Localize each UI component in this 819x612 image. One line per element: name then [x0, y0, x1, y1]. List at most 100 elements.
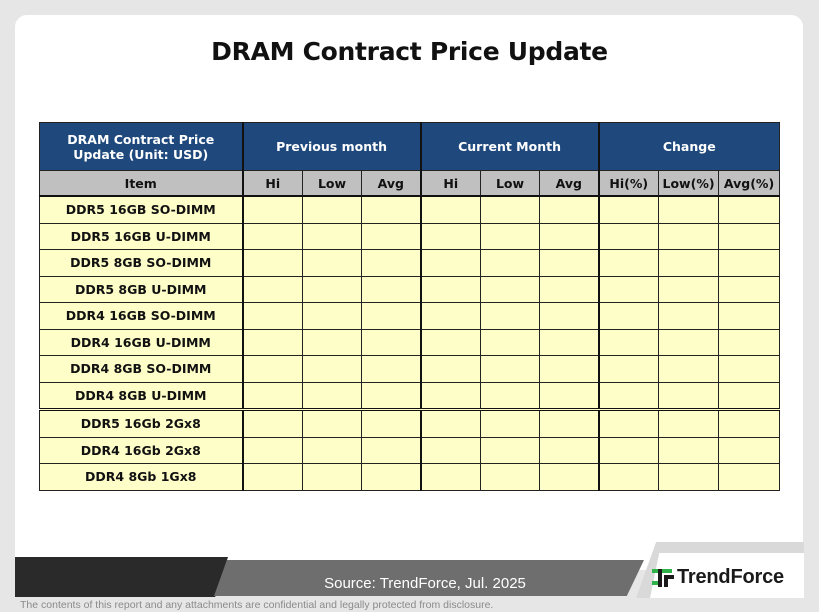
- price-cell: [242, 195, 303, 224]
- price-cell: [718, 328, 781, 356]
- price-cell: [420, 463, 482, 491]
- price-cell: [718, 408, 781, 438]
- price-cell: [242, 328, 303, 356]
- price-cell: [420, 381, 482, 410]
- sub-header: Low(%): [658, 170, 720, 197]
- footer-bar: [214, 560, 644, 596]
- price-cell: [539, 195, 600, 224]
- price-cell: [242, 222, 303, 250]
- row-label: DDR5 16GB SO-DIMM: [39, 195, 244, 224]
- price-cell: [658, 249, 720, 277]
- price-cell: [539, 381, 600, 410]
- price-cell: [539, 463, 600, 491]
- price-cell: [598, 195, 660, 224]
- table-row: DDR4 16Gb 2Gx8: [39, 436, 781, 464]
- price-cell: [242, 436, 303, 464]
- price-cell: [539, 436, 600, 464]
- price-cell: [480, 275, 541, 303]
- row-label: DDR4 8GB SO-DIMM: [39, 355, 244, 383]
- price-cell: [420, 436, 482, 464]
- table-row: DDR4 8GB SO-DIMM: [39, 355, 781, 383]
- group-header-current: Current Month: [420, 122, 600, 171]
- source-note: Source: TrendForce, Jul. 2025: [324, 575, 526, 592]
- trendforce-logo-icon: [652, 568, 674, 587]
- sub-header: Hi(%): [598, 170, 660, 197]
- table-row: DDR5 8GB U-DIMM: [39, 275, 781, 303]
- price-cell: [480, 302, 541, 330]
- sub-header: Avg(%): [718, 170, 781, 197]
- price-cell: [302, 328, 362, 356]
- price-cell: [480, 249, 541, 277]
- price-cell: [480, 408, 541, 438]
- price-cell: [360, 328, 422, 356]
- price-cell: [360, 302, 422, 330]
- brand-logo: TrendForce: [652, 566, 784, 589]
- table-row: DDR5 16GB U-DIMM: [39, 222, 781, 250]
- price-cell: [302, 381, 362, 410]
- page-title: DRAM Contract Price Update: [211, 37, 608, 66]
- price-cell: [598, 222, 660, 250]
- price-cell: [598, 355, 660, 383]
- price-cell: [420, 195, 482, 224]
- table-row: DDR4 16GB U-DIMM: [39, 328, 781, 356]
- price-cell: [598, 302, 660, 330]
- price-cell: [360, 381, 422, 410]
- price-cell: [658, 195, 720, 224]
- price-cell: [302, 222, 362, 250]
- table-row: DDR5 16GB SO-DIMM: [39, 195, 781, 224]
- price-cell: [658, 463, 720, 491]
- price-cell: [718, 195, 781, 224]
- price-cell: [539, 355, 600, 383]
- price-cell: [302, 355, 362, 383]
- brand-name: TrendForce: [677, 566, 784, 588]
- row-label: DDR5 8GB SO-DIMM: [39, 249, 244, 277]
- price-cell: [302, 436, 362, 464]
- row-label: DDR4 8Gb 1Gx8: [39, 463, 244, 491]
- price-cell: [242, 355, 303, 383]
- price-cell: [658, 355, 720, 383]
- price-cell: [598, 381, 660, 410]
- price-cell: [420, 302, 482, 330]
- price-cell: [539, 275, 600, 303]
- item-header: Item: [39, 170, 244, 197]
- price-cell: [480, 222, 541, 250]
- sub-header: Hi: [420, 170, 482, 197]
- footer-bar-dark: [15, 557, 228, 597]
- disclaimer: The contents of this report and any atta…: [20, 599, 494, 611]
- price-cell: [420, 249, 482, 277]
- table-row: DDR4 8Gb 1Gx8: [39, 463, 781, 491]
- price-cell: [420, 408, 482, 438]
- price-table: DRAM Contract Price Update (Unit: USD) P…: [39, 122, 781, 491]
- sub-header: Avg: [360, 170, 422, 197]
- row-label: DDR5 16Gb 2Gx8: [39, 408, 244, 438]
- price-cell: [718, 463, 781, 491]
- price-cell: [242, 381, 303, 410]
- price-cell: [360, 355, 422, 383]
- corner-label: DRAM Contract Price Update (Unit: USD): [67, 131, 215, 162]
- table-row: DDR5 8GB SO-DIMM: [39, 249, 781, 277]
- row-label: DDR4 16Gb 2Gx8: [39, 436, 244, 464]
- price-cell: [718, 222, 781, 250]
- price-cell: [420, 328, 482, 356]
- price-cell: [242, 302, 303, 330]
- price-cell: [302, 408, 362, 438]
- price-cell: [718, 436, 781, 464]
- table-row: DDR5 16Gb 2Gx8: [39, 408, 781, 438]
- row-label: DDR5 16GB U-DIMM: [39, 222, 244, 250]
- price-cell: [360, 195, 422, 224]
- price-cell: [718, 275, 781, 303]
- row-label: DDR5 8GB U-DIMM: [39, 275, 244, 303]
- sub-header: Low: [302, 170, 362, 197]
- table-row: DDR4 16GB SO-DIMM: [39, 302, 781, 330]
- table-body: DDR5 16GB SO-DIMM DDR5 16GB U-DIMM DDR5 8G…: [39, 195, 781, 491]
- price-cell: [598, 436, 660, 464]
- price-cell: [360, 249, 422, 277]
- price-cell: [539, 222, 600, 250]
- group-header-previous: Previous month: [241, 122, 422, 171]
- sub-header: Low: [480, 170, 541, 197]
- price-cell: [718, 355, 781, 383]
- row-label: DDR4 16GB SO-DIMM: [39, 302, 244, 330]
- price-cell: [539, 249, 600, 277]
- price-cell: [360, 436, 422, 464]
- corner-header: DRAM Contract Price Update (Unit: USD): [39, 122, 244, 171]
